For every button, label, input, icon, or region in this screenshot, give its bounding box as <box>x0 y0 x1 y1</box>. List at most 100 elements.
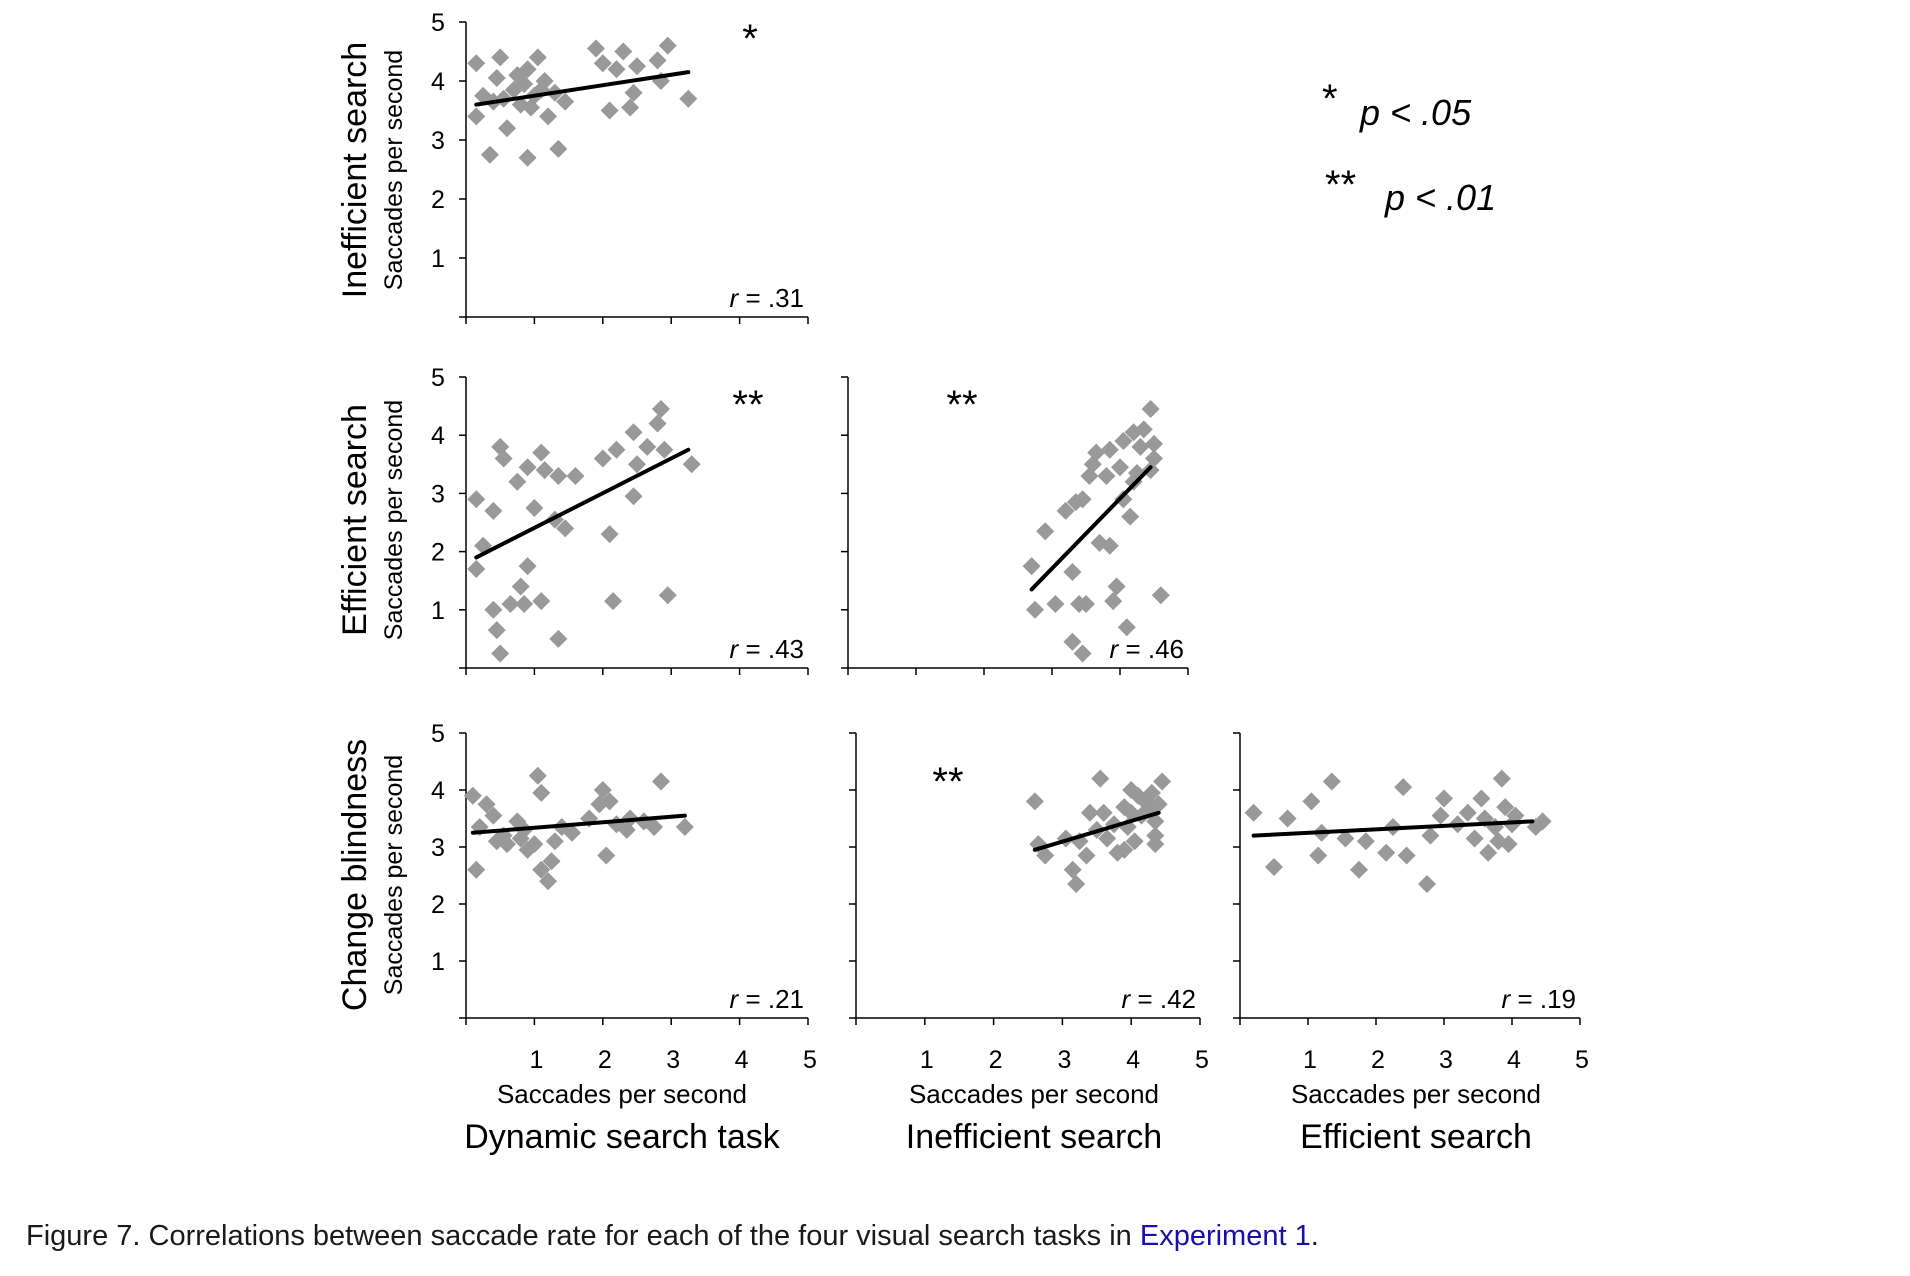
r-value: = .19 <box>1510 984 1576 1014</box>
data-point <box>600 792 619 811</box>
data-point <box>1036 846 1055 865</box>
r-symbol: r <box>730 984 740 1014</box>
data-point <box>1141 400 1160 419</box>
experiment-link[interactable]: Experiment 1 <box>1139 1220 1311 1252</box>
data-point <box>1098 829 1117 848</box>
y-tick-label: 4 <box>431 422 445 450</box>
data-point <box>498 119 517 138</box>
y-tick-label: 5 <box>431 720 445 748</box>
x-tick-label: 5 <box>803 1046 817 1074</box>
data-point <box>1056 501 1075 520</box>
significance-stars: ** <box>946 383 977 427</box>
data-point <box>1025 792 1044 811</box>
r-value: = .42 <box>1130 984 1196 1014</box>
y-tick-label: 4 <box>431 777 445 805</box>
data-point <box>1125 832 1144 851</box>
data-point <box>467 490 486 509</box>
r-symbol: r <box>1502 984 1512 1014</box>
column-axis-label: Saccades per second <box>497 1079 747 1109</box>
y-tick-label: 2 <box>431 891 445 919</box>
x-tick-label: 5 <box>1195 1046 1209 1074</box>
data-point <box>508 472 527 491</box>
column-titles: Saccades per second Dynamic search task Sa… <box>464 1079 1541 1156</box>
legend-stars-2: ** <box>1325 163 1356 207</box>
y-tick-label: 5 <box>431 9 445 37</box>
data-point <box>1496 798 1515 817</box>
row-title: Inefficient search <box>336 42 374 298</box>
data-point <box>1026 600 1044 619</box>
data-point <box>487 621 506 640</box>
data-point <box>651 400 670 419</box>
data-point <box>532 592 551 611</box>
r-value-label: r = .46 <box>1110 634 1184 664</box>
y-tick-label: 1 <box>431 597 445 625</box>
r-value: = .21 <box>738 984 804 1014</box>
data-point <box>586 39 605 58</box>
data-point <box>658 36 677 55</box>
regression-line <box>470 813 687 835</box>
x-tick-label: 1 <box>920 1046 934 1074</box>
data-point <box>528 766 547 785</box>
data-point <box>638 437 657 456</box>
legend-text-1: p < .05 <box>1359 92 1472 133</box>
data-point <box>607 60 626 79</box>
data-point <box>1117 618 1136 637</box>
data-point <box>515 74 534 93</box>
y-tick-label: 4 <box>431 68 445 96</box>
x-tick-label: 4 <box>1507 1046 1521 1074</box>
data-point <box>491 644 510 663</box>
data-point <box>1046 594 1065 613</box>
data-point <box>628 57 646 76</box>
data-point <box>556 519 575 538</box>
x-tick-label: 2 <box>1371 1046 1385 1074</box>
caption-text: Figure 7. Correlations between saccade r… <box>26 1220 1140 1252</box>
data-point <box>511 577 530 596</box>
data-point <box>1153 772 1172 791</box>
data-point <box>528 48 547 67</box>
data-point <box>1115 840 1134 859</box>
data-point <box>1114 432 1133 451</box>
r-symbol: r <box>1110 634 1120 664</box>
r-value: = .31 <box>738 283 804 313</box>
scatter-panels: 1 2 3 4 5 r = .31 * 1 2 3 4 5 r = .43 ** r = .46 ** 1 2 3 4… <box>431 9 1589 1074</box>
data-point <box>1111 458 1129 477</box>
regression-line <box>474 447 691 560</box>
x-tick-label: 3 <box>1439 1046 1453 1074</box>
data-point <box>1134 420 1153 439</box>
caption-end: . <box>1310 1220 1319 1252</box>
data-point <box>518 60 537 79</box>
data-point <box>1431 806 1450 825</box>
data-point <box>549 466 568 485</box>
data-point <box>658 586 677 605</box>
data-point <box>1080 803 1099 822</box>
data-point <box>487 69 506 88</box>
data-point <box>624 83 643 102</box>
data-point <box>1146 835 1165 854</box>
data-point <box>518 148 537 167</box>
data-point <box>1097 466 1116 485</box>
data-point <box>1073 644 1092 663</box>
data-point <box>682 455 701 474</box>
row-axis-label: Saccades per second <box>380 400 408 640</box>
y-tick-label: 3 <box>431 834 445 862</box>
data-point <box>1131 437 1150 456</box>
data-point <box>597 846 616 865</box>
data-point <box>1063 632 1082 651</box>
data-point <box>1077 846 1096 865</box>
scatter-panel-p5: 1 2 3 4 5 r = .42 ** <box>849 732 1209 1074</box>
data-point <box>1067 875 1086 894</box>
x-tick-label: 4 <box>735 1046 749 1074</box>
data-point <box>467 560 486 579</box>
significance-stars: * <box>742 17 758 61</box>
data-point <box>532 443 551 462</box>
data-point <box>545 832 564 851</box>
x-tick-label: 3 <box>666 1046 680 1074</box>
data-point <box>1151 586 1170 605</box>
data-point <box>600 525 619 544</box>
data-point <box>1397 846 1416 865</box>
data-point <box>1036 522 1055 541</box>
scatter-panel-p6: 1 2 3 4 5 r = .19 <box>1233 732 1589 1074</box>
figure-caption: Figure 7. Correlations between saccade r… <box>26 1220 1319 1253</box>
row-axis-label: Saccades per second <box>380 50 408 290</box>
regression-line <box>1251 819 1535 838</box>
